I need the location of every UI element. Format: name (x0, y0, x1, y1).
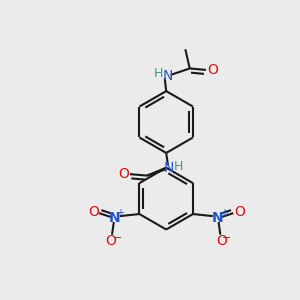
Text: +: + (220, 208, 228, 218)
Text: N: N (164, 161, 174, 175)
Text: H: H (154, 67, 163, 80)
Text: O: O (118, 167, 129, 181)
Text: O: O (105, 233, 116, 248)
Text: O: O (207, 63, 218, 77)
Text: N: N (109, 212, 120, 226)
Text: −: − (112, 232, 122, 243)
Text: N: N (212, 212, 224, 226)
Text: +: + (116, 208, 124, 218)
Text: N: N (163, 69, 173, 83)
Text: O: O (234, 205, 244, 219)
Text: H: H (174, 160, 183, 173)
Text: O: O (88, 205, 99, 219)
Text: O: O (216, 233, 227, 248)
Text: −: − (222, 232, 232, 243)
